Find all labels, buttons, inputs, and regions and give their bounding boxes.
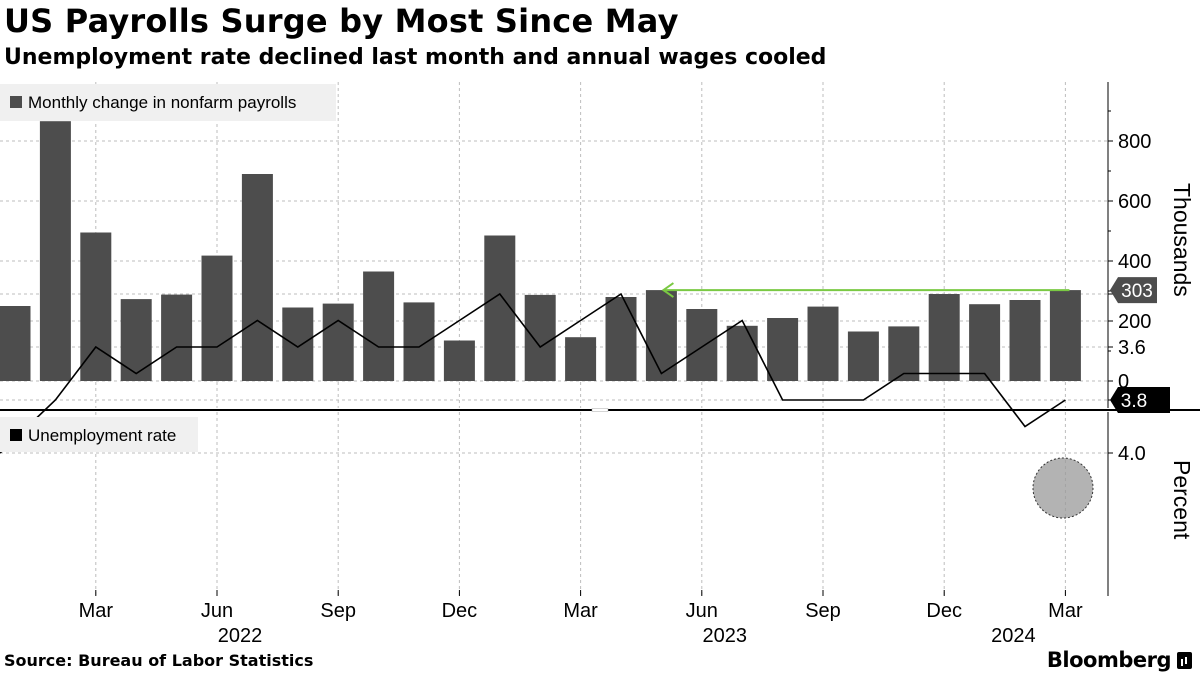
xtick-label-4: Mar: [563, 600, 598, 622]
ytick-label-payrolls-400: 400: [1118, 251, 1151, 273]
payrolls-bar-2022-01: [0, 306, 31, 381]
payrolls-bar-2023-02: [524, 294, 556, 381]
axes: 02004006008003.43.63.84.0ThousandsPercen…: [0, 82, 1200, 647]
ytick-label-payrolls-800: 800: [1118, 131, 1151, 153]
payrolls-bar-2022-05: [161, 294, 193, 381]
payrolls-bar-2022-04: [120, 299, 152, 381]
payrolls-bar-2023-07: [726, 325, 758, 381]
payrolls-bar-2024-03: [1049, 290, 1081, 381]
legend-label-unemployment: Unemployment rate: [28, 426, 176, 445]
source-note: Source: Bureau of Labor Statistics: [4, 651, 314, 670]
panel-resize-handle: [591, 408, 609, 412]
payrolls-bar-2024-02: [1009, 300, 1041, 381]
legend-label-payrolls: Monthly change in nonfarm payrolls: [28, 93, 296, 112]
legend-box-unemployment: [0, 417, 198, 452]
year-label-2022: 2022: [218, 625, 263, 647]
ytick-label-payrolls-0: 0: [1118, 371, 1129, 393]
payrolls-bar-2023-03: [565, 337, 597, 381]
bloomberg-chart-icon: [1177, 652, 1192, 669]
payrolls-bar-2023-09: [807, 306, 839, 381]
payrolls-bar-2022-10: [363, 271, 395, 381]
callout-label-payrolls: 303: [1121, 281, 1153, 302]
legends: Monthly change in nonfarm payrolls Unempl…: [0, 84, 336, 452]
payrolls-bar-2022-12: [443, 340, 475, 381]
y-axis-title-unemployment: Percent: [1169, 460, 1195, 540]
year-label-2024: 2024: [991, 625, 1036, 647]
payrolls-bar-2023-06: [686, 309, 718, 381]
payrolls-bar-2023-10: [847, 331, 879, 381]
highlight-circle: [1032, 457, 1094, 519]
payrolls-bar-2022-08: [282, 307, 314, 381]
payrolls-bar-2023-11: [888, 326, 920, 381]
ytick-label-unemployment-4: 4.0: [1118, 443, 1146, 465]
callout-label-unemployment: 3.8: [1121, 391, 1147, 412]
ytick-label-payrolls-200: 200: [1118, 311, 1151, 333]
year-label-2023: 2023: [703, 625, 748, 647]
highlight-arrow-head: [661, 282, 674, 298]
brand-logo: Bloomberg: [1047, 648, 1192, 672]
payrolls-bar-2022-03: [80, 232, 112, 381]
payrolls-bar-2023-08: [767, 318, 799, 381]
legend-swatch-unemployment: [10, 429, 22, 441]
payrolls-bar-2024-01: [969, 304, 1001, 381]
payrolls-bar-2023-05: [645, 290, 677, 381]
y-axis-title-payrolls: Thousands: [1169, 183, 1195, 297]
brand-name: Bloomberg: [1046, 648, 1172, 672]
unemployment-line-layer: [0, 292, 1094, 519]
payrolls-bar-2023-04: [605, 297, 637, 381]
payrolls-bars: [0, 121, 1081, 381]
chart-title: US Payrolls Surge by Most Since May: [4, 2, 679, 40]
callouts: 303 3.8: [1110, 277, 1170, 413]
xtick-label-3: Dec: [442, 600, 478, 622]
xtick-label-5: Jun: [686, 600, 718, 622]
chart-subtitle: Unemployment rate declined last month an…: [4, 45, 827, 70]
xtick-label-7: Dec: [926, 600, 962, 622]
unemployment-line: [0, 292, 1066, 454]
xtick-label-0: Mar: [79, 600, 114, 622]
payrolls-bar-2022-07: [241, 174, 273, 381]
payrolls-bar-2022-09: [322, 303, 354, 381]
legend-swatch-payrolls: [10, 96, 22, 108]
xtick-label-1: Jun: [201, 600, 233, 622]
payrolls-bar-2023-12: [928, 294, 960, 381]
xtick-label-8: Mar: [1048, 600, 1083, 622]
callout-bg-unemployment: [1110, 387, 1170, 413]
payrolls-bar-2022-11: [403, 302, 435, 381]
ytick-label-payrolls-600: 600: [1118, 191, 1151, 213]
xtick-label-2: Sep: [320, 600, 356, 622]
callout-bg-payrolls: [1110, 277, 1157, 304]
payrolls-bar-2022-02: [39, 121, 71, 381]
ytick-label-unemployment-3.6: 3.6: [1118, 337, 1146, 359]
xtick-label-6: Sep: [805, 600, 841, 622]
legend-box-payrolls: [0, 84, 336, 121]
payrolls-bar-2022-06: [201, 255, 233, 381]
